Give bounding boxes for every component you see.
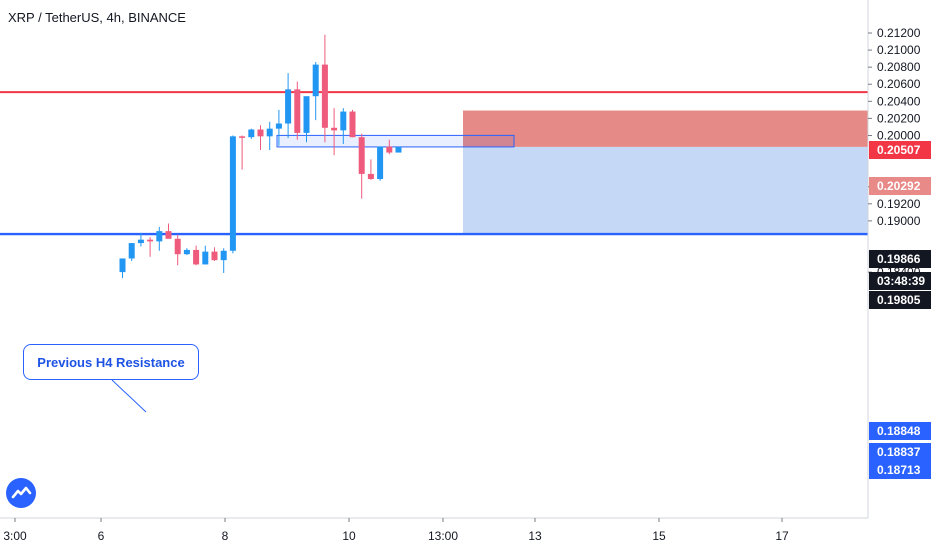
candle-body	[119, 258, 126, 273]
price-tag	[869, 422, 931, 440]
price-tag	[869, 291, 931, 309]
price-tag	[869, 141, 931, 159]
price-tag-label: 0.20292	[877, 179, 921, 193]
time-tick-label: 10	[342, 529, 356, 543]
candle-body	[156, 231, 163, 242]
position-zones	[463, 110, 868, 234]
price-tag-label: 0.20507	[877, 143, 921, 157]
candle-body	[165, 231, 172, 239]
candle-body	[248, 129, 255, 138]
candle-body	[331, 127, 338, 131]
price-tag-label: 0.18837	[877, 445, 921, 459]
candle-body	[386, 146, 393, 153]
candle-body	[183, 249, 190, 255]
price-tag	[869, 443, 931, 461]
candle-body	[349, 111, 356, 138]
price-tag	[869, 177, 931, 195]
candle-body	[303, 96, 310, 133]
time-tick-label: 13:00	[428, 529, 458, 543]
candle-body	[147, 239, 154, 242]
price-tick-label: 0.21200	[877, 26, 921, 40]
candle-body	[229, 136, 236, 251]
candle-body	[174, 238, 181, 255]
time-axis: 3:00 6 8 10 13:00 13 15 17	[3, 518, 789, 543]
candle-body	[285, 89, 292, 124]
price-tick-label: 0.20000	[877, 128, 921, 142]
candles	[119, 34, 402, 279]
price-tag	[869, 461, 931, 479]
time-tick-label: 3:00	[3, 529, 27, 543]
candle-body	[239, 136, 246, 138]
candle-body	[257, 129, 264, 137]
price-tick-label: 0.20800	[877, 60, 921, 74]
candle-body	[137, 239, 144, 244]
chart-title: XRP / TetherUS, 4h, BINANCE	[8, 10, 186, 25]
price-tag-label: 0.19805	[877, 293, 921, 307]
price-tag-label: 0.18848	[877, 424, 921, 438]
candle-body	[340, 111, 347, 131]
price-tick-label: 0.19000	[877, 214, 921, 228]
price-tag-label: 0.18713	[877, 463, 921, 477]
resistance-callout[interactable]: Previous H4 Resistance	[23, 344, 199, 380]
price-tick-label: 0.20400	[877, 94, 921, 108]
tradingview-logo-icon[interactable]	[6, 478, 36, 508]
price-tag-label: 0.19866	[877, 252, 921, 266]
price-tick-label: 0.19200	[877, 197, 921, 211]
candle-body	[202, 251, 209, 265]
candle-body	[275, 123, 282, 129]
price-tag-label: 03:48:39	[877, 274, 925, 288]
price-tag	[869, 250, 931, 268]
time-tick-label: 8	[222, 529, 229, 543]
candle-body	[193, 249, 200, 265]
time-tick-label: 15	[652, 529, 666, 543]
horizontal-lines	[0, 91, 868, 236]
price-tick-label: 0.21000	[877, 43, 921, 57]
highlight-box	[276, 134, 515, 148]
candle-body	[211, 251, 218, 261]
candle-body	[220, 250, 227, 261]
candle-body	[266, 128, 273, 137]
price-tick-label: 0.20200	[877, 111, 921, 125]
candle-body	[294, 89, 301, 133]
candle-body	[367, 173, 374, 180]
candle-body	[395, 146, 402, 153]
take-profit-zone	[463, 146, 868, 234]
price-tick-label: 0.20600	[877, 77, 921, 91]
time-tick-label: 13	[528, 529, 542, 543]
time-tick-label: 6	[98, 529, 105, 543]
callout-pointer	[111, 379, 147, 413]
candle-body	[377, 146, 384, 180]
candle-body	[312, 64, 319, 97]
candle-body	[358, 137, 365, 174]
candle-body	[321, 64, 328, 128]
price-tag	[869, 272, 931, 290]
candle-body	[128, 243, 135, 259]
stop-loss-zone	[463, 110, 868, 147]
time-tick-label: 17	[775, 529, 789, 543]
price-axis: 0.21200 0.21000 0.20800 0.20600 0.20400 0.202…	[0, 0, 921, 519]
resistance-box	[276, 134, 515, 148]
price-tags: 0.20507 0.20292 0.19866 03:48:39 0.19805 0.18…	[869, 141, 931, 479]
